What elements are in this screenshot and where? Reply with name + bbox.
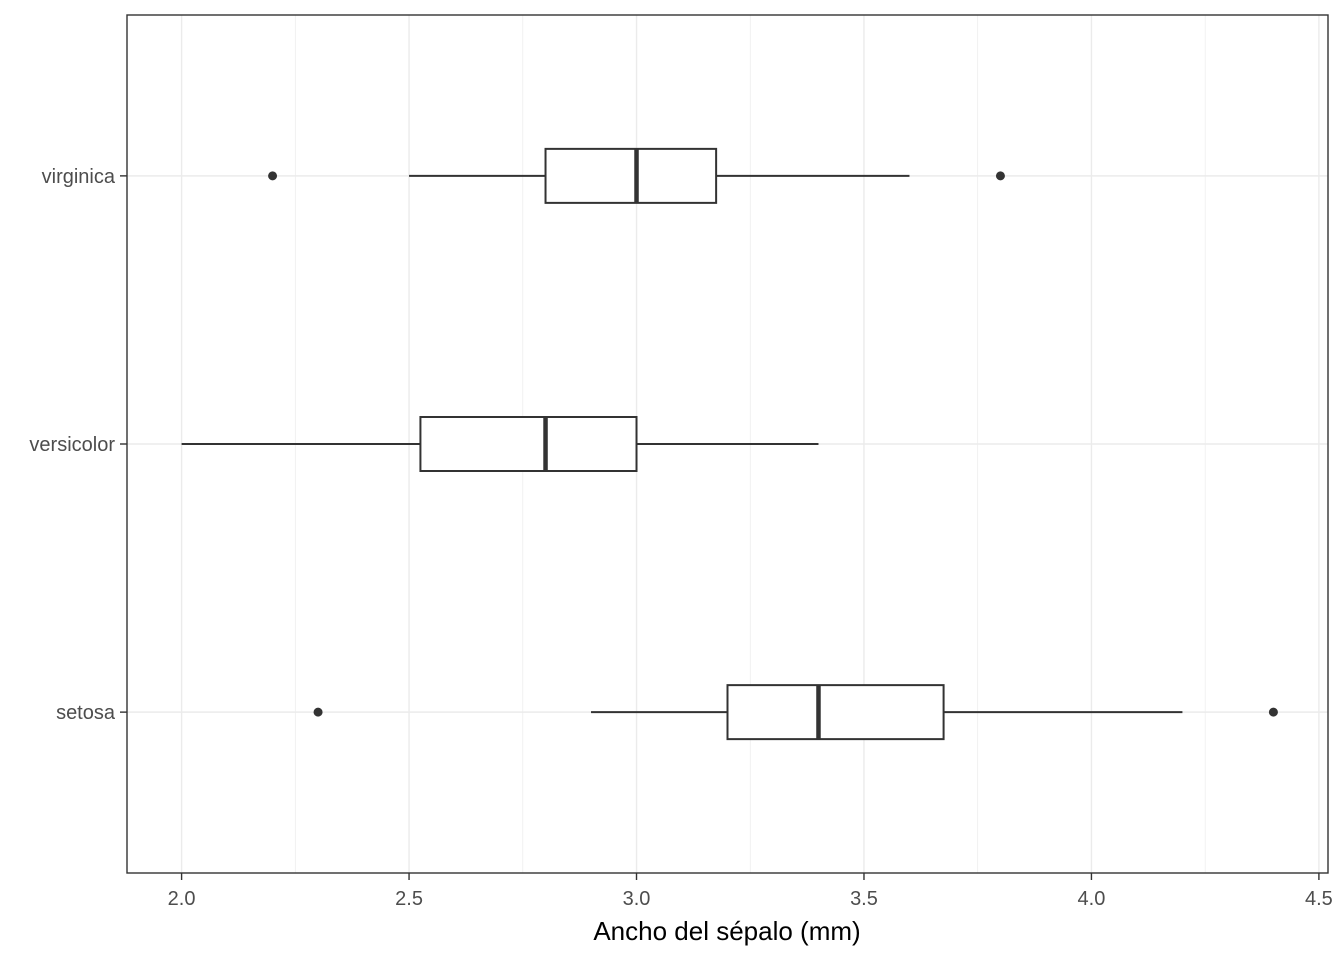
boxplot-setosa bbox=[313, 684, 1278, 741]
axes: 2.0 2.5 3.0 3.5 4.0 4.5 setosa versicolor virgin… bbox=[29, 166, 1332, 910]
box-iqr bbox=[544, 147, 718, 204]
x-axis-title: Ancho del sépalo (mm) bbox=[593, 916, 860, 946]
outlier-point bbox=[995, 171, 1005, 181]
x-tick-label: 4.0 bbox=[1078, 888, 1106, 910]
y-tick-label: virginica bbox=[42, 166, 116, 188]
x-tick-label: 2.5 bbox=[395, 888, 423, 910]
x-tick-label: 3.0 bbox=[623, 888, 651, 910]
x-tick-label: 3.5 bbox=[850, 888, 878, 910]
y-tick-label: setosa bbox=[56, 702, 116, 724]
box-iqr bbox=[419, 416, 638, 472]
box-iqr bbox=[726, 684, 945, 741]
y-tick-label: versicolor bbox=[29, 434, 115, 456]
outlier-point bbox=[1268, 707, 1278, 717]
x-tick-label: 4.5 bbox=[1305, 888, 1333, 910]
boxplot-virginica bbox=[268, 147, 1005, 204]
boxplot-versicolor bbox=[181, 416, 819, 472]
outlier-point bbox=[268, 171, 278, 181]
x-tick-label: 2.0 bbox=[168, 888, 196, 910]
box-layer bbox=[181, 147, 1278, 741]
outlier-point bbox=[313, 707, 323, 717]
